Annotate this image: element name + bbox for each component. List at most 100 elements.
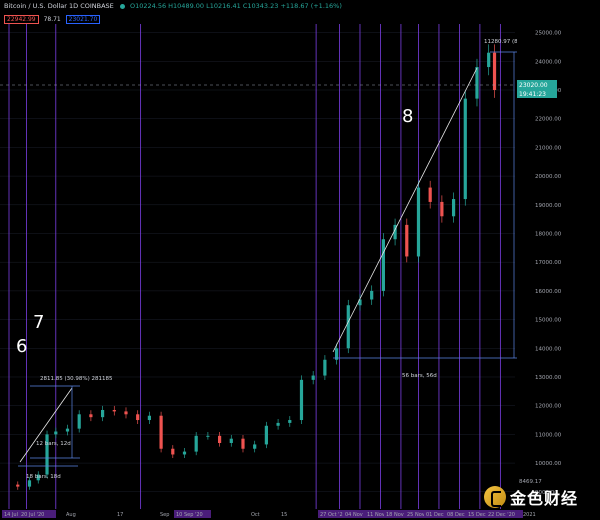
buy-button[interactable]: 23021.70 — [65, 15, 101, 24]
time-label-highlight — [365, 510, 389, 518]
time-tick-label: 18 Nov — [386, 512, 404, 518]
symbol-title: Bitcoin / U.S. Dollar 1D COINBASE — [4, 2, 114, 10]
candle-body — [346, 305, 350, 349]
candle-body — [370, 290, 374, 300]
candle-body — [288, 420, 292, 423]
candle-body — [241, 438, 245, 449]
price-tick-label: 18000.00 — [535, 231, 562, 237]
drawings: 6 7 8 2811.85 (30.98%) 281185 12 bars, 1… — [0, 39, 564, 480]
candle-body — [112, 409, 116, 412]
candle-body — [475, 67, 479, 99]
candle-body — [45, 434, 49, 475]
candle-body — [440, 201, 444, 217]
time-tick-label: 11 Nov — [367, 512, 385, 518]
time-label-highlight — [405, 510, 429, 518]
low-price-label: 8469.17 — [519, 479, 542, 485]
price-tick-label: 14000.00 — [535, 346, 562, 352]
countdown-label: 19:41:23 — [519, 91, 546, 98]
time-label-highlight — [424, 510, 448, 518]
candle-body — [323, 359, 327, 376]
watermark-text: 金色财经 — [510, 489, 579, 508]
countdown-tag — [517, 89, 557, 98]
candle-body — [217, 435, 222, 443]
candle-body — [124, 411, 128, 415]
candle-body — [159, 415, 163, 449]
candle-body — [451, 199, 456, 217]
time-tick-label: 17 — [117, 512, 123, 518]
time-label-highlight — [466, 510, 490, 518]
time-tick-label: 25 Nov — [407, 512, 425, 518]
time-label-highlight — [174, 510, 211, 518]
candle-body — [77, 414, 81, 429]
trend-line-8 — [332, 67, 478, 353]
trade-panel: 22942.99 78.71 23021.70 — [4, 15, 103, 24]
candle-body — [334, 348, 339, 360]
time-label-highlight — [19, 510, 56, 518]
time-label-highlight — [384, 510, 408, 518]
time-tick-label: 01 Dec — [426, 512, 444, 518]
candle-body — [100, 409, 105, 418]
time-label-highlight — [318, 510, 355, 518]
price-tick-label: 11000.00 — [535, 432, 562, 438]
price-tick-label: 15000.00 — [535, 318, 562, 324]
candle-body — [487, 52, 491, 68]
trend-line-7 — [19, 387, 73, 463]
price-tick-label: 20000.00 — [535, 174, 562, 180]
time-tick-label: 20 Jul '20 — [21, 512, 44, 518]
price-tick-label: 21000.00 — [535, 145, 562, 151]
price-tick-label: 25000.00 — [535, 31, 562, 37]
candle-body — [36, 474, 40, 481]
time-tick-label: 22 Dec '20 — [488, 512, 515, 518]
measure1-bars-label: 12 bars, 12d — [36, 441, 71, 447]
price-tick-label: 10000.00 — [535, 461, 562, 467]
wave-label-6: 6 — [16, 336, 27, 357]
candle-body — [65, 428, 70, 432]
candle-body — [463, 98, 467, 200]
wave-label-8: 8 — [402, 106, 413, 127]
candle-body — [194, 435, 198, 452]
price-tick-label: 19000.00 — [535, 203, 562, 209]
price-tick-label: 22000.00 — [535, 117, 562, 123]
price-tick-label: 13000.00 — [535, 375, 562, 381]
price-tick-label: 17000.00 — [535, 260, 562, 266]
time-tick-label: 04 Nov — [345, 512, 363, 518]
time-tick-label: 15 — [281, 512, 287, 518]
candle-body — [136, 414, 140, 421]
time-tick-label: Sep — [160, 512, 169, 518]
time-label-highlight — [445, 510, 469, 518]
candle-body — [311, 375, 315, 380]
time-tick-label: 15 Dec — [468, 512, 486, 518]
candle-body — [229, 438, 233, 443]
price-tick-label: 12000.00 — [535, 404, 562, 410]
current-price-tag — [517, 80, 557, 89]
time-tick-label: 27 Oct '20 — [320, 512, 346, 518]
time-label-highlight — [486, 510, 523, 518]
time-tick-label: Oct — [251, 512, 260, 518]
candle-body — [54, 431, 58, 435]
candles — [16, 44, 497, 490]
chart-grid — [0, 32, 515, 493]
watermark-logo: 金色财经 — [484, 485, 578, 509]
vertical-markers — [8, 24, 501, 509]
time-tick-label: 14 Jul '20 — [4, 512, 27, 518]
time-tick-label: 10 Sep '20 — [176, 512, 203, 518]
price-axis[interactable]: 25000.0024000.0023000.0022000.0021000.00… — [517, 0, 600, 510]
sell-button[interactable]: 22942.99 — [4, 15, 39, 24]
candle-body — [393, 224, 397, 240]
ohlc-values: O10224.56 H10489.00 L10216.41 C10343.23 … — [129, 2, 342, 10]
candle-body — [206, 435, 210, 437]
candle-body — [89, 414, 93, 418]
time-tick-label: 08 Dec — [447, 512, 465, 518]
candle-body — [276, 422, 280, 426]
spread-value: 78.71 — [43, 16, 61, 23]
candle-body — [182, 451, 187, 455]
coin-logo-icon — [484, 486, 506, 508]
market-open-icon — [119, 3, 125, 9]
candle-body — [381, 239, 385, 291]
candle-body — [147, 415, 151, 421]
time-tick-label: Aug — [66, 512, 76, 518]
candle-body — [299, 379, 304, 421]
candle-body — [27, 480, 32, 487]
